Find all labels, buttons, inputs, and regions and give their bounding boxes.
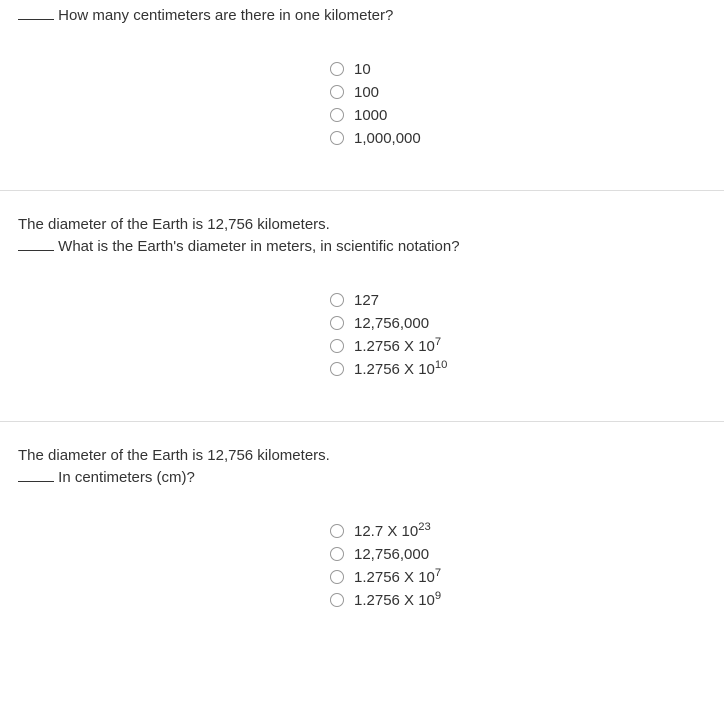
option-row: 1.2756 X 1010 [330,358,724,381]
radio-button[interactable] [330,85,344,99]
radio-button[interactable] [330,62,344,76]
question-prefix: The diameter of the Earth is 12,756 kilo… [18,216,330,233]
radio-button[interactable] [330,547,344,561]
radio-button[interactable] [330,524,344,538]
question-prompt: In centimeters (cm)? [54,469,195,486]
option-label: 10 [354,61,371,78]
option-text: 12,756,000 [354,315,429,332]
option-label: 1.2756 X 107 [354,569,441,586]
radio-button[interactable] [330,339,344,353]
option-sup: 10 [435,359,448,371]
radio-button[interactable] [330,316,344,330]
option-label: 12,756,000 [354,546,429,563]
option-label: 100 [354,84,379,101]
option-text: 1,000,000 [354,130,421,147]
option-sup: 23 [418,521,431,533]
option-row: 1000 [330,104,724,127]
option-text: 10 [354,61,371,78]
fill-blank [18,250,54,251]
option-row: 12,756,000 [330,543,724,566]
option-sup: 7 [435,567,441,579]
option-row: 12,756,000 [330,312,724,335]
option-label: 12.7 X 1023 [354,523,431,540]
question-text: How many centimeters are there in one ki… [0,0,724,58]
options-group: 10 100 1000 1,000,000 [0,58,724,170]
option-text: 1.2756 X 10 [354,338,435,355]
option-text: 1000 [354,107,387,124]
option-label: 1.2756 X 107 [354,338,441,355]
option-text: 1.2756 X 10 [354,592,435,609]
option-text: 1.2756 X 10 [354,569,435,586]
question-block: The diameter of the Earth is 12,756 kilo… [0,191,724,421]
option-row: 1,000,000 [330,127,724,150]
option-row: 1.2756 X 107 [330,335,724,358]
option-sup: 9 [435,590,441,602]
option-sup: 7 [435,336,441,348]
option-label: 1.2756 X 1010 [354,361,447,378]
option-row: 10 [330,58,724,81]
option-row: 100 [330,81,724,104]
radio-button[interactable] [330,593,344,607]
option-row: 1.2756 X 107 [330,566,724,589]
radio-button[interactable] [330,131,344,145]
option-text: 100 [354,84,379,101]
option-label: 1,000,000 [354,130,421,147]
option-label: 1000 [354,107,387,124]
fill-blank [18,19,54,20]
fill-blank [18,481,54,482]
option-text: 12,756,000 [354,546,429,563]
option-text: 127 [354,292,379,309]
question-text: The diameter of the Earth is 12,756 kilo… [0,440,724,520]
option-row: 12.7 X 1023 [330,520,724,543]
question-block: How many centimeters are there in one ki… [0,0,724,190]
option-row: 127 [330,289,724,312]
option-text: 12.7 X 10 [354,523,418,540]
option-label: 12,756,000 [354,315,429,332]
radio-button[interactable] [330,362,344,376]
option-label: 127 [354,292,379,309]
question-prompt: What is the Earth's diameter in meters, … [54,238,460,255]
option-text: 1.2756 X 10 [354,361,435,378]
radio-button[interactable] [330,108,344,122]
question-block: The diameter of the Earth is 12,756 kilo… [0,422,724,652]
options-group: 12.7 X 1023 12,756,000 1.2756 X 107 1.27… [0,520,724,632]
radio-button[interactable] [330,570,344,584]
question-prefix: The diameter of the Earth is 12,756 kilo… [18,447,330,464]
question-text: The diameter of the Earth is 12,756 kilo… [0,209,724,289]
question-prompt: How many centimeters are there in one ki… [54,7,393,24]
option-row: 1.2756 X 109 [330,589,724,612]
option-label: 1.2756 X 109 [354,592,441,609]
options-group: 127 12,756,000 1.2756 X 107 1.2756 X 101… [0,289,724,401]
radio-button[interactable] [330,293,344,307]
